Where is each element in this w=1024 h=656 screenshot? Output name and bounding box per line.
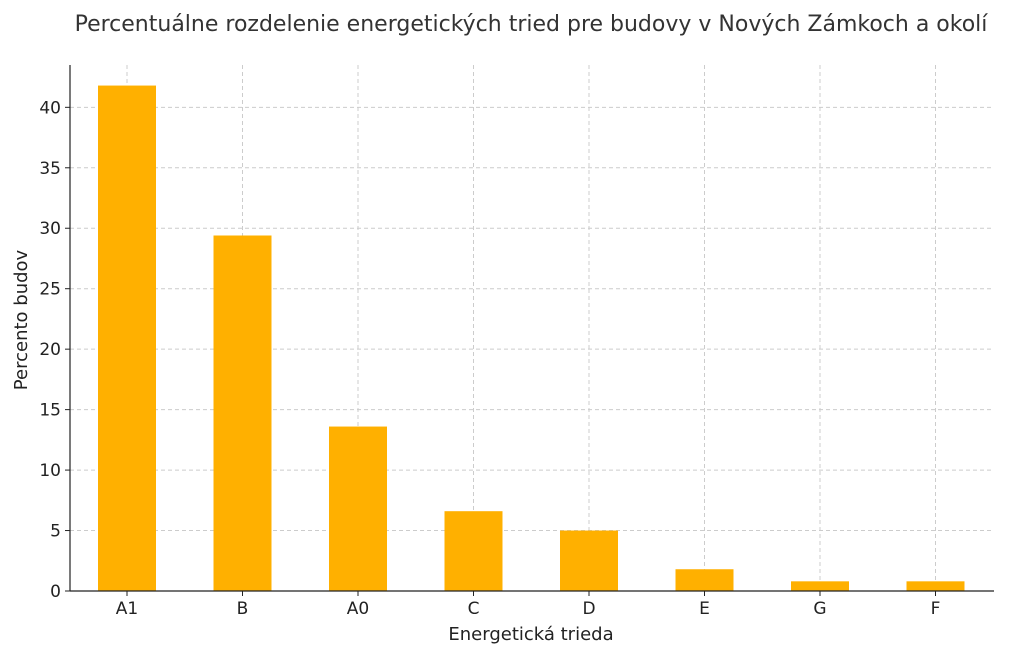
x-tick-label-A1: A1: [116, 599, 138, 619]
y-tick-label-10: 10: [39, 461, 61, 481]
x-tick-label-G: G: [813, 599, 826, 619]
bar-C: [444, 511, 503, 591]
y-tick-label-25: 25: [39, 280, 61, 300]
bar-B: [213, 235, 272, 591]
bar-A1: [98, 85, 156, 591]
bar-F: [906, 581, 965, 591]
y-tick-label-0: 0: [50, 582, 61, 602]
x-axis-label: Energetická trieda: [448, 624, 613, 645]
y-axis-label: Percento budov: [11, 249, 32, 390]
x-tick-label-C: C: [468, 599, 480, 619]
x-tick-label-E: E: [699, 599, 710, 619]
y-tick-label-35: 35: [39, 159, 61, 179]
y-tick-label-15: 15: [39, 401, 61, 421]
y-tick-label-40: 40: [39, 98, 61, 118]
grid-lines: [70, 65, 994, 591]
x-tick-label-B: B: [237, 599, 249, 619]
bar-E: [675, 569, 734, 591]
bar-A0: [329, 426, 387, 591]
tick-labels: 0 5 10 15 20 25 30 35 40 A1 B A0 C D E G F: [39, 98, 940, 619]
x-tick-label-A0: A0: [347, 599, 369, 619]
x-tick-label-D: D: [582, 599, 595, 619]
chart-title: Percentuálne rozdelenie energetických tr…: [75, 12, 989, 37]
y-tick-label-20: 20: [39, 340, 61, 360]
y-tick-label-30: 30: [39, 219, 61, 239]
x-tick-label-F: F: [931, 599, 941, 619]
bar-D: [560, 530, 618, 591]
axes: [69, 65, 994, 592]
y-tick-label-5: 5: [50, 522, 61, 542]
bar-G: [791, 581, 849, 591]
bars: [98, 85, 965, 591]
